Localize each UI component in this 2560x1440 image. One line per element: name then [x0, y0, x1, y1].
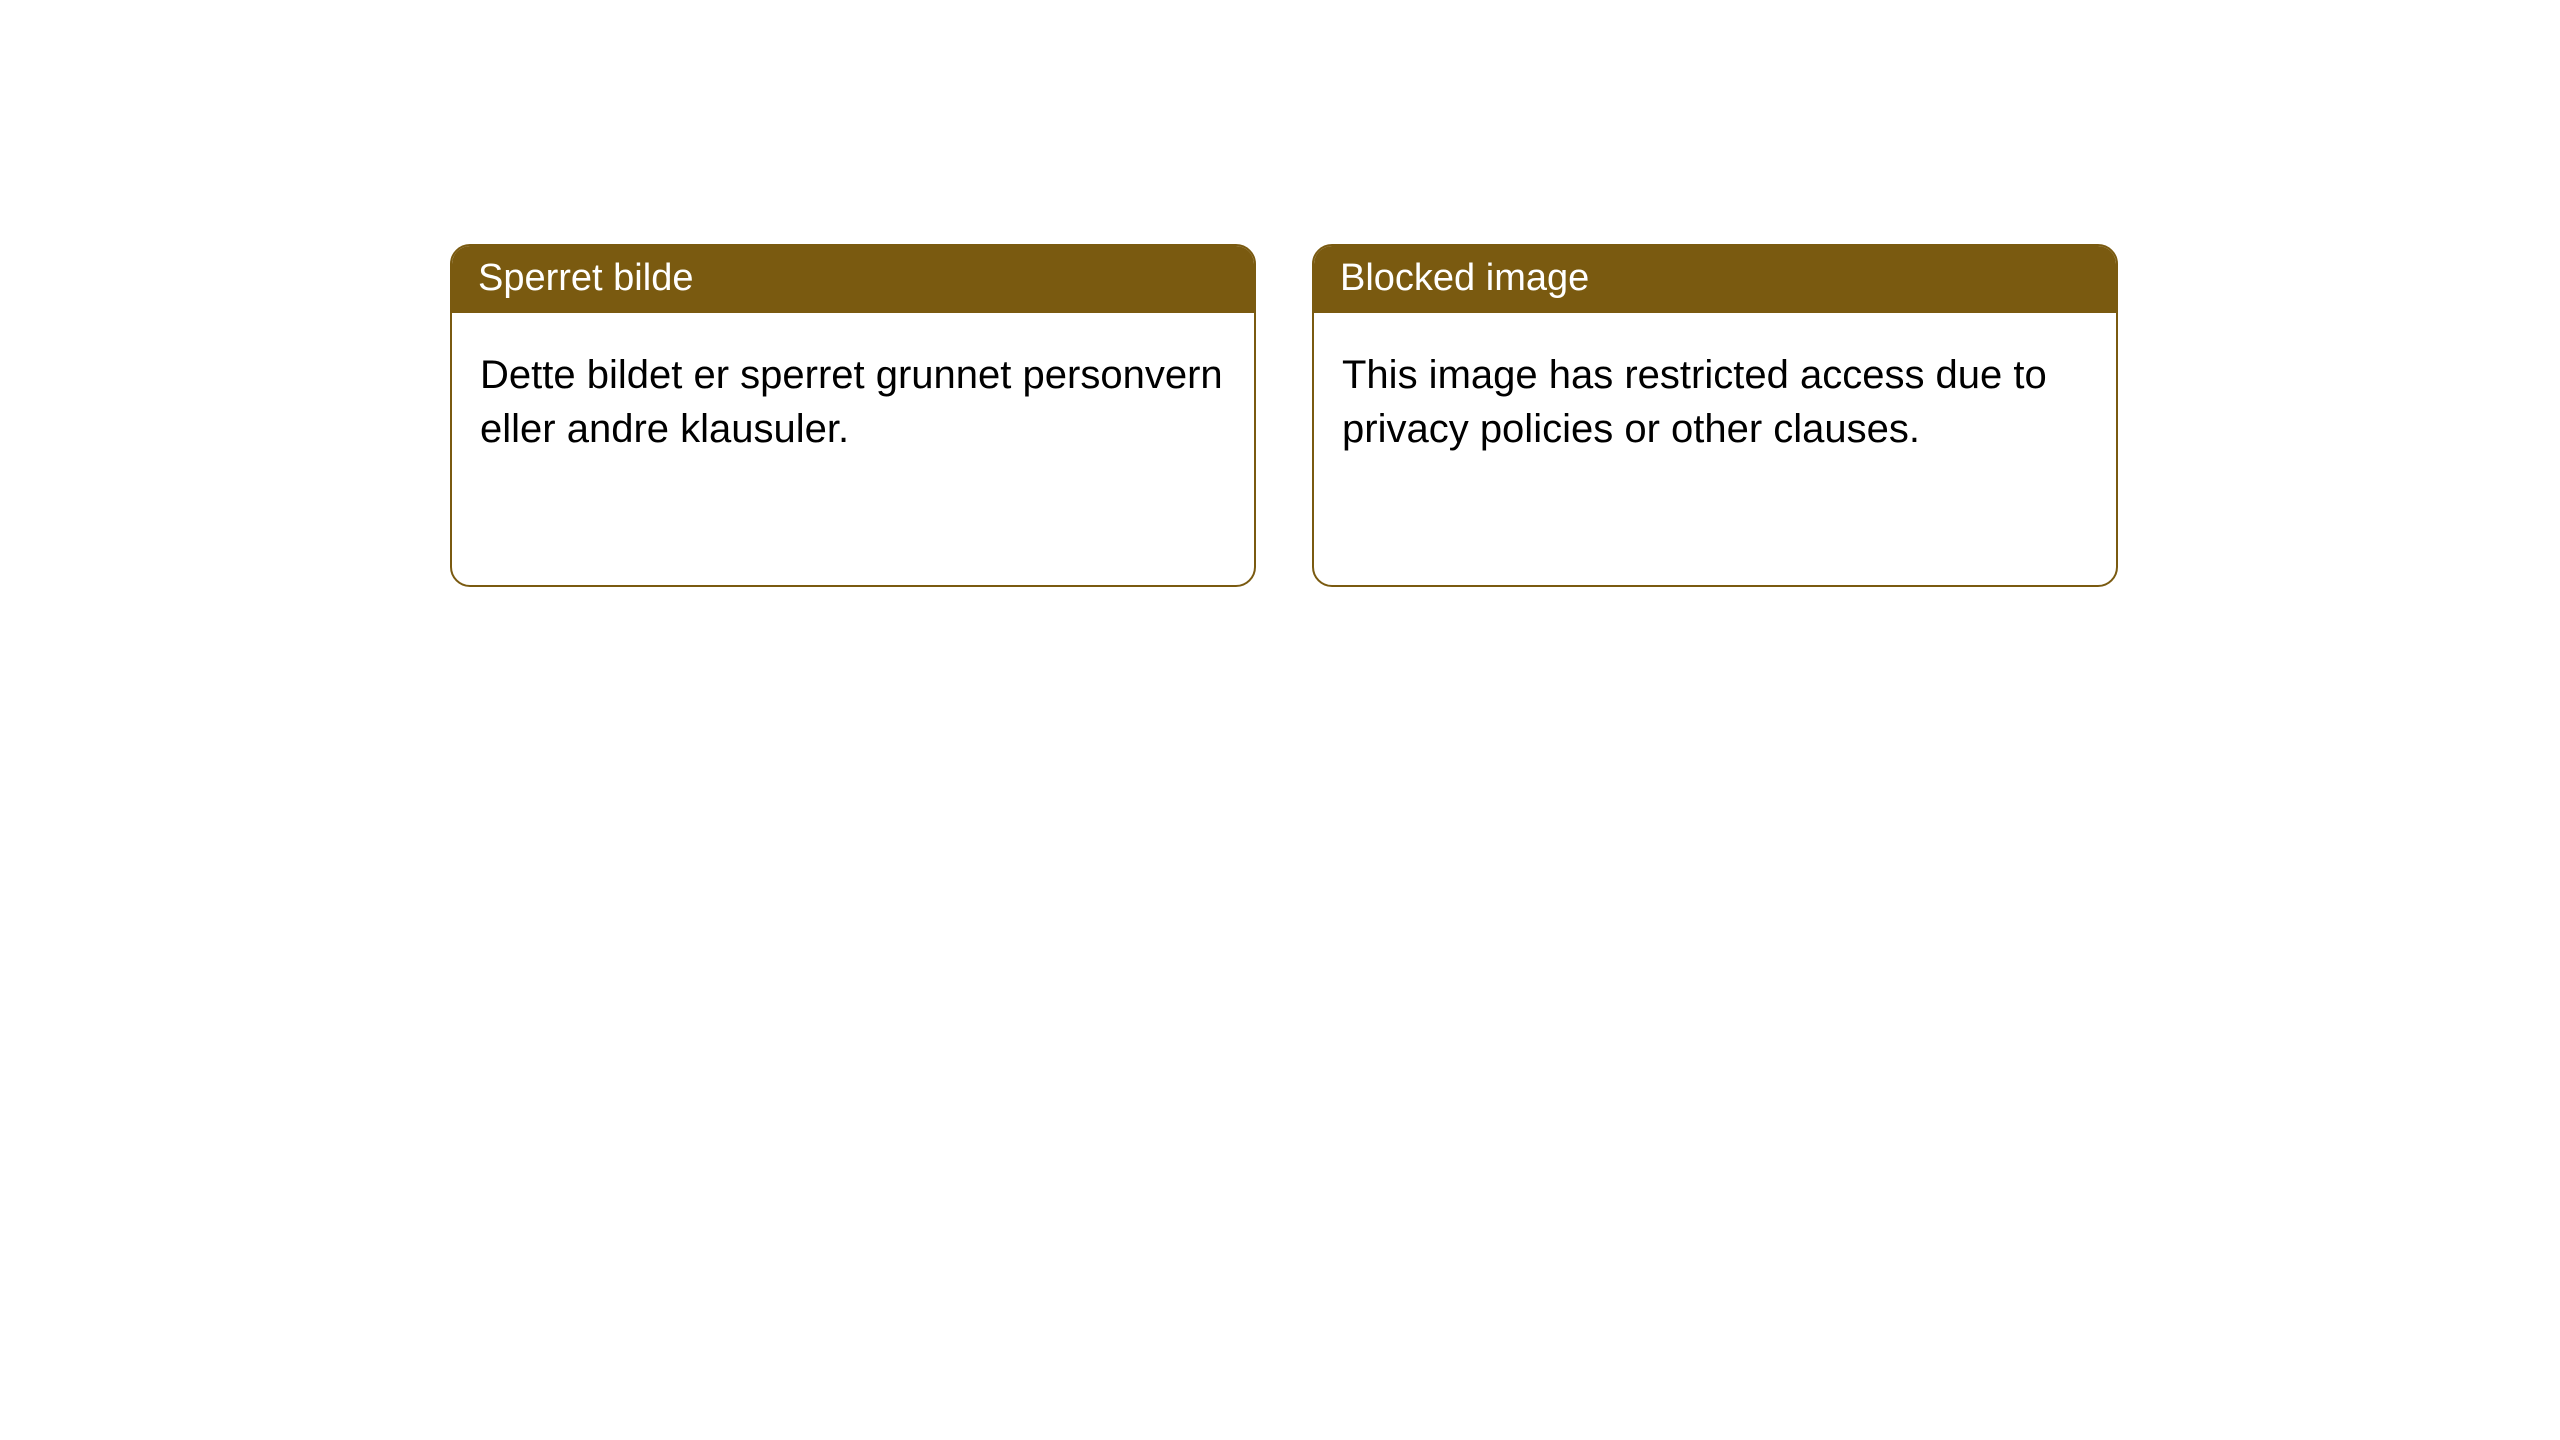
notice-body-english: This image has restricted access due to … [1314, 313, 2116, 585]
notice-title-norwegian: Sperret bilde [452, 246, 1254, 313]
notice-title-english: Blocked image [1314, 246, 2116, 313]
notice-card-english: Blocked image This image has restricted … [1312, 244, 2118, 587]
notice-body-norwegian: Dette bildet er sperret grunnet personve… [452, 313, 1254, 585]
notice-card-norwegian: Sperret bilde Dette bildet er sperret gr… [450, 244, 1256, 587]
notice-container: Sperret bilde Dette bildet er sperret gr… [0, 0, 2560, 587]
